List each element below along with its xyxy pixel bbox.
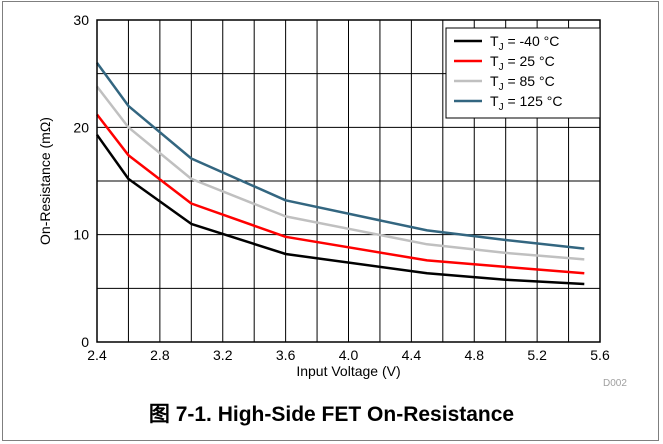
legend-label-subscript: J (499, 102, 504, 113)
series-line-1 (95, 134, 585, 286)
legend-label-subscript: J (499, 42, 504, 53)
y-tick-label: 10 (73, 227, 89, 243)
legend-box (445, 27, 601, 119)
figure-caption: 图 7-1. High-Side FET On-Resistance (148, 403, 515, 426)
legend-label-main: T (490, 73, 499, 89)
x-tick-label: 2.8 (150, 347, 170, 363)
x-tick-label: 4.8 (465, 347, 485, 363)
x-axis-label: Input Voltage (V) (296, 363, 400, 379)
figure-code: D002 (603, 378, 627, 389)
x-tick-label: 5.6 (590, 347, 610, 363)
legend-label-rest: = 25 °C (504, 53, 555, 69)
series-line-3 (96, 85, 585, 261)
legend-label-subscript: J (499, 82, 504, 93)
legend-label: TJ = 125 °C (490, 93, 562, 113)
legend-label-subscript: J (499, 62, 504, 73)
x-tick-label: 3.2 (213, 347, 233, 363)
y-axis-label: On-Resistance (mΩ) (37, 117, 53, 245)
x-tick-label: 2.4 (87, 347, 107, 363)
series-line-4 (95, 62, 585, 250)
y-tick-label: 20 (73, 119, 89, 135)
legend-label: TJ = 85 °C (490, 73, 555, 93)
legend-label-rest: = -40 °C (504, 33, 560, 49)
x-tick-label: 3.6 (276, 347, 296, 363)
legend-label-main: T (490, 33, 499, 49)
y-tick-label: 30 (73, 12, 89, 28)
series-line-2 (96, 113, 585, 275)
legend-label: TJ = -40 °C (490, 33, 559, 53)
legend-label-rest: = 125 °C (504, 93, 563, 109)
legend-label-rest: = 85 °C (504, 73, 555, 89)
x-tick-label: 4.0 (339, 347, 359, 363)
y-tick-label: 0 (81, 334, 89, 350)
plot-border (96, 19, 601, 343)
legend-label: TJ = 25 °C (490, 53, 555, 73)
legend-label-main: T (490, 53, 499, 69)
x-tick-label: 5.2 (527, 347, 547, 363)
x-tick-label: 4.4 (402, 347, 422, 363)
legend-label-main: T (490, 93, 499, 109)
